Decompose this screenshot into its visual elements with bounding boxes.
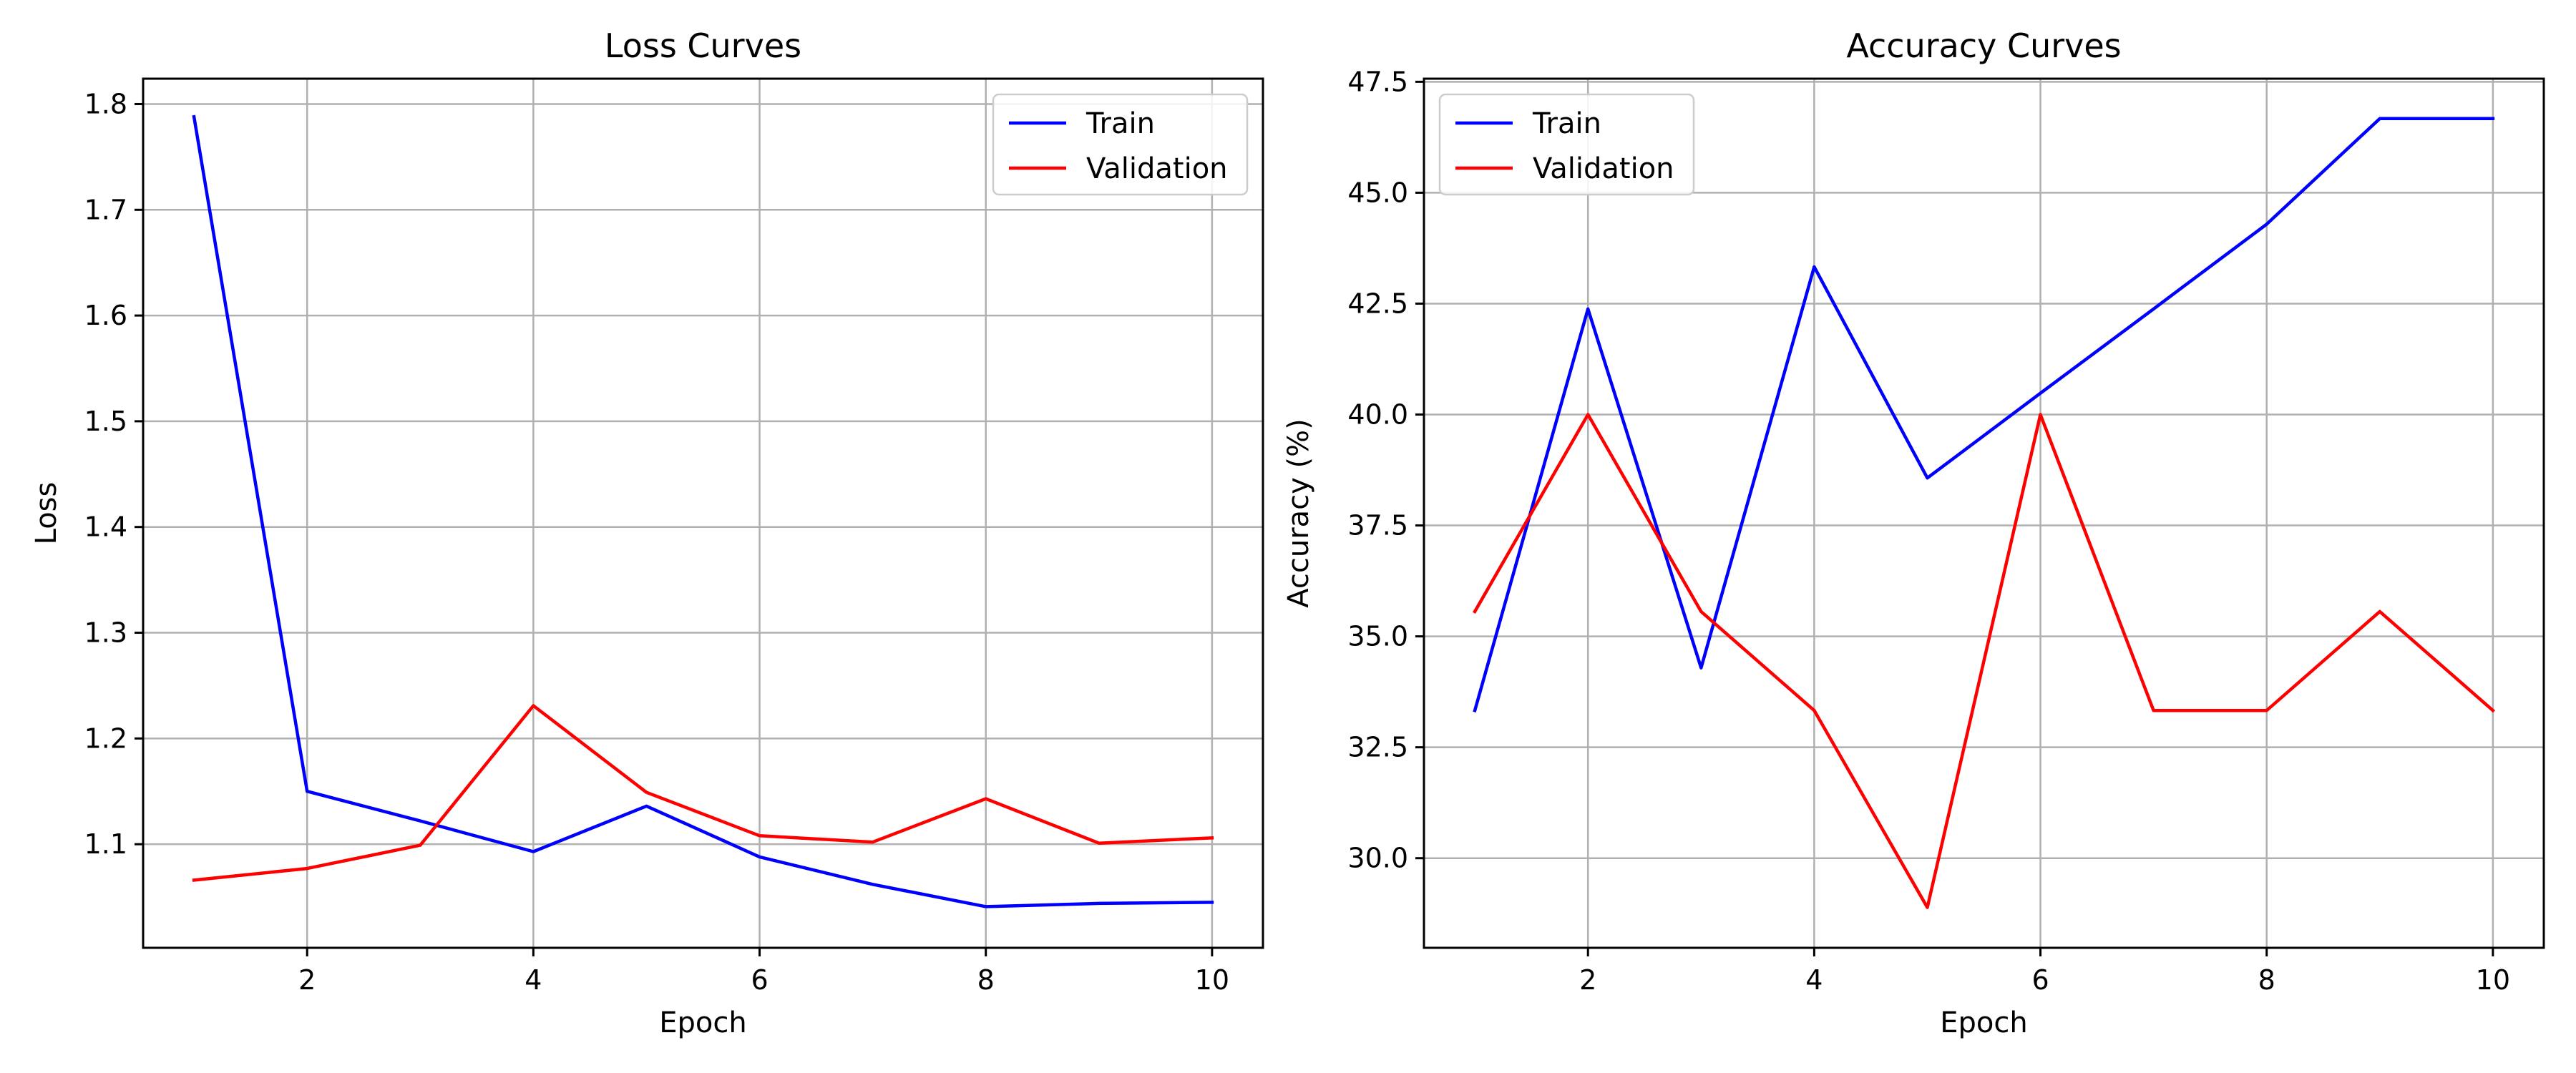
loss-chart: 2 4 6 8 10 1.1 1.2 1.3 1.4 1.5 1.6 1.7 1.8 Loss Curve… xyxy=(30,26,1264,1039)
loss-chart-title: Loss Curves xyxy=(605,26,801,65)
accuracy-x-tick-label: 10 xyxy=(2476,964,2510,996)
loss-y-tick-label: 1.4 xyxy=(84,511,127,543)
loss-y-tick-label: 1.8 xyxy=(84,88,127,119)
accuracy-x-tick-label: 4 xyxy=(1805,964,1823,996)
loss-series-train-line xyxy=(192,114,1214,908)
loss-x-tick-label: 10 xyxy=(1195,964,1229,996)
loss-y-tick-label: 1.7 xyxy=(84,194,127,225)
accuracy-chart: 2 4 6 8 10 30.0 32.5 35.0 37.5 40.0 42.5 45.0 47.5 Ac… xyxy=(1282,26,2545,1039)
loss-y-tick-label: 1.2 xyxy=(84,722,127,754)
accuracy-x-tick-label: 8 xyxy=(2258,964,2275,996)
accuracy-legend-label-train: Train xyxy=(1532,107,1601,140)
loss-legend-label-validation: Validation xyxy=(1086,152,1228,185)
loss-x-tick-label: 2 xyxy=(298,964,316,996)
loss-legend-label-train: Train xyxy=(1085,107,1155,140)
accuracy-x-tick-label: 6 xyxy=(2031,964,2049,996)
loss-axes-frame xyxy=(142,77,1264,949)
loss-x-tick-label: 6 xyxy=(751,964,768,996)
accuracy-y-axis-label: Accuracy (%) xyxy=(1282,418,1315,608)
accuracy-y-tick-label: 37.5 xyxy=(1347,510,1408,542)
accuracy-y-tick-label: 32.5 xyxy=(1347,732,1408,763)
loss-y-axis-label: Loss xyxy=(30,482,63,545)
loss-y-tick-label: 1.5 xyxy=(84,406,127,437)
loss-x-tick-label: 4 xyxy=(525,964,542,996)
accuracy-series-validation-line xyxy=(1473,413,2496,909)
accuracy-y-tick-label: 45.0 xyxy=(1347,177,1408,208)
accuracy-y-tick-label: 35.0 xyxy=(1347,621,1408,652)
accuracy-series-train-line xyxy=(1473,117,2495,712)
accuracy-y-tick-label: 47.5 xyxy=(1347,66,1408,97)
accuracy-axes-frame xyxy=(1423,77,2545,949)
loss-legend: Train Validation xyxy=(992,93,1249,196)
accuracy-x-axis-label: Epoch xyxy=(1940,1006,2027,1039)
loss-x-tick-label: 8 xyxy=(977,964,995,996)
accuracy-x-tick-label: 2 xyxy=(1579,964,1596,996)
loss-x-axis-label: Epoch xyxy=(659,1006,746,1039)
accuracy-y-tick-label: 30.0 xyxy=(1347,843,1408,874)
accuracy-legend: Train Validation xyxy=(1438,93,1695,196)
accuracy-legend-label-validation: Validation xyxy=(1533,152,1674,185)
loss-y-tick-label: 1.6 xyxy=(84,300,127,331)
accuracy-chart-title: Accuracy Curves xyxy=(1846,26,2121,65)
accuracy-y-tick-label: 42.5 xyxy=(1347,288,1408,319)
loss-y-tick-label: 1.1 xyxy=(84,828,127,860)
loss-y-tick-label: 1.3 xyxy=(84,617,127,649)
accuracy-y-tick-label: 40.0 xyxy=(1347,399,1408,431)
loss-series-validation-line xyxy=(192,704,1214,882)
